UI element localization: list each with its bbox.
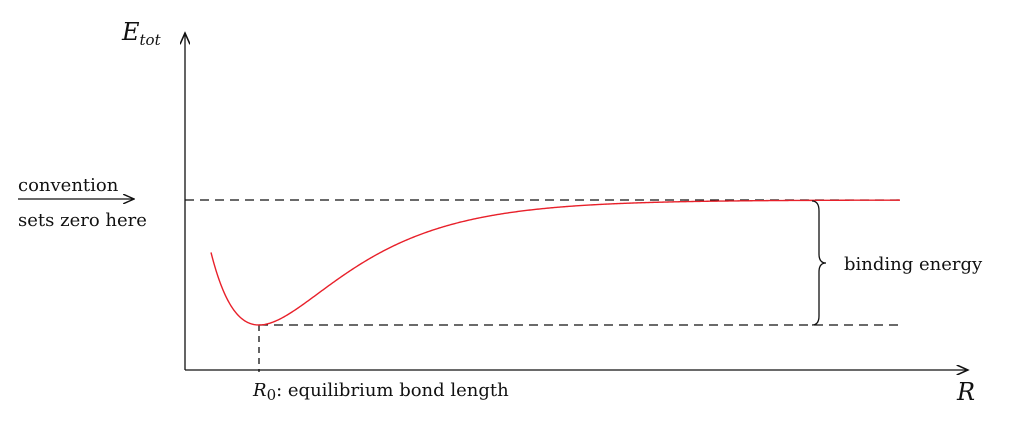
y-axis-label: Etot [121, 18, 162, 49]
convention-note-line2: sets zero here [18, 210, 147, 231]
convention-note-line1: convention [18, 175, 119, 196]
x-axis-label: R [956, 378, 975, 406]
potential-curve [210, 199, 900, 326]
binding-energy-label: binding energy [844, 254, 983, 275]
binding-energy-brace [811, 200, 827, 326]
r0-label: R0: equilibrium bond length [252, 380, 509, 404]
